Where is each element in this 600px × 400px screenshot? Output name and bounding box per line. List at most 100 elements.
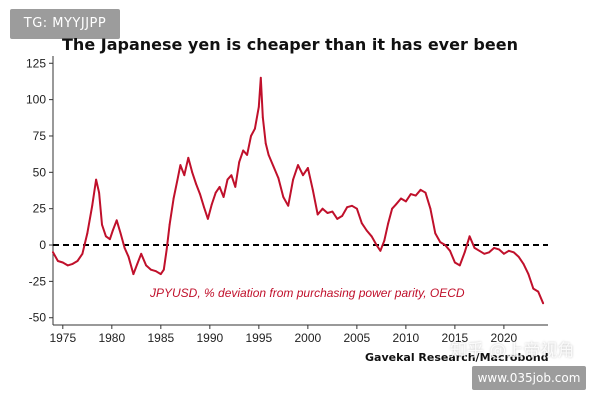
data-point (370, 235, 373, 238)
data-point (119, 232, 122, 235)
data-point (409, 193, 412, 196)
data-point (257, 105, 260, 108)
data-point (346, 206, 348, 209)
data-point (206, 217, 209, 220)
data-point (179, 164, 182, 166)
data-point (360, 222, 363, 225)
data-point (458, 264, 461, 267)
watermark-badge-bottom: www.035job.com (472, 366, 586, 390)
y-tick-label: -50 (29, 311, 47, 325)
x-tick-label: 1990 (196, 331, 223, 345)
data-point (111, 229, 114, 232)
data-point (532, 287, 535, 290)
chart-title: The Japanese yen is cheaper than it has … (62, 35, 518, 54)
data-point (145, 264, 148, 267)
data-point (165, 248, 168, 251)
data-point (127, 255, 130, 258)
data-point (379, 249, 382, 252)
data-point (287, 204, 290, 207)
data-point (282, 196, 285, 198)
data-point (355, 207, 358, 210)
data-point (400, 197, 402, 200)
data-point (391, 207, 394, 210)
chart-annotation: JPYUSD, % deviation from purchasing powe… (149, 286, 465, 300)
data-point (191, 171, 194, 174)
data-point (261, 116, 264, 118)
data-point (306, 167, 309, 169)
data-point (123, 247, 126, 249)
chart-source: Gavekal Research/Macrobond (365, 351, 549, 364)
y-tick-label: 100 (26, 93, 46, 107)
data-point (267, 153, 270, 156)
y-tick-label: 125 (26, 56, 46, 70)
x-tick-label: 1995 (245, 331, 272, 345)
y-tick-label: 50 (33, 165, 47, 179)
data-point (351, 204, 353, 207)
data-point (86, 232, 89, 235)
data-point (108, 238, 111, 241)
data-point (98, 191, 100, 194)
data-point (91, 204, 94, 207)
data-point (195, 183, 198, 185)
data-point (218, 185, 221, 188)
data-point (404, 200, 407, 203)
data-point (302, 174, 304, 177)
data-point (488, 251, 491, 254)
x-tick-label: 2010 (393, 331, 420, 345)
data-point (162, 268, 165, 271)
data-point (439, 241, 442, 244)
x-tick-label: 2015 (442, 331, 469, 345)
x-tick-label: 2005 (344, 331, 371, 345)
data-point (187, 156, 190, 159)
data-point (57, 260, 59, 262)
data-point (311, 188, 314, 191)
y-tick-label: 0 (39, 238, 46, 252)
y-tick-label: 25 (33, 202, 47, 216)
data-point (512, 251, 515, 254)
data-point (326, 212, 329, 214)
watermark-badge-top: TG: MYYJJPP (10, 9, 120, 39)
data-point (468, 235, 471, 238)
data-point (341, 215, 344, 217)
data-point (434, 232, 437, 235)
data-point (234, 185, 237, 188)
data-point (250, 135, 252, 137)
data-point (387, 222, 390, 225)
data-point (383, 239, 386, 242)
data-point (517, 255, 520, 258)
data-point (242, 149, 245, 152)
data-point (419, 188, 422, 191)
data-point (537, 290, 540, 293)
data-point (527, 273, 530, 276)
data-point (316, 213, 319, 216)
data-point (414, 194, 417, 197)
data-point (172, 197, 175, 200)
data-point (365, 229, 368, 232)
data-point (321, 207, 324, 210)
x-tick-label: 1980 (98, 331, 125, 345)
data-point (424, 191, 427, 194)
data-point (115, 219, 118, 222)
data-point (81, 252, 84, 255)
data-point (159, 273, 162, 276)
watermark-text: 知乎 @上帝视角 (450, 341, 575, 361)
data-point (246, 153, 248, 156)
data-point (183, 174, 186, 177)
data-point (155, 270, 157, 273)
data-point (272, 165, 275, 168)
data-point (453, 261, 456, 264)
data-point (493, 247, 495, 249)
data-point (230, 174, 233, 177)
data-point (95, 178, 98, 181)
x-tick-label: 1985 (147, 331, 174, 345)
data-point (105, 235, 107, 238)
x-tick-label: 1975 (49, 331, 76, 345)
data-point (297, 164, 299, 166)
data-point (222, 196, 225, 198)
y-tick-label: 75 (33, 129, 47, 143)
data-point (277, 177, 280, 180)
data-point (292, 178, 295, 181)
x-tick-label: 2000 (294, 331, 321, 345)
data-point (478, 249, 481, 252)
